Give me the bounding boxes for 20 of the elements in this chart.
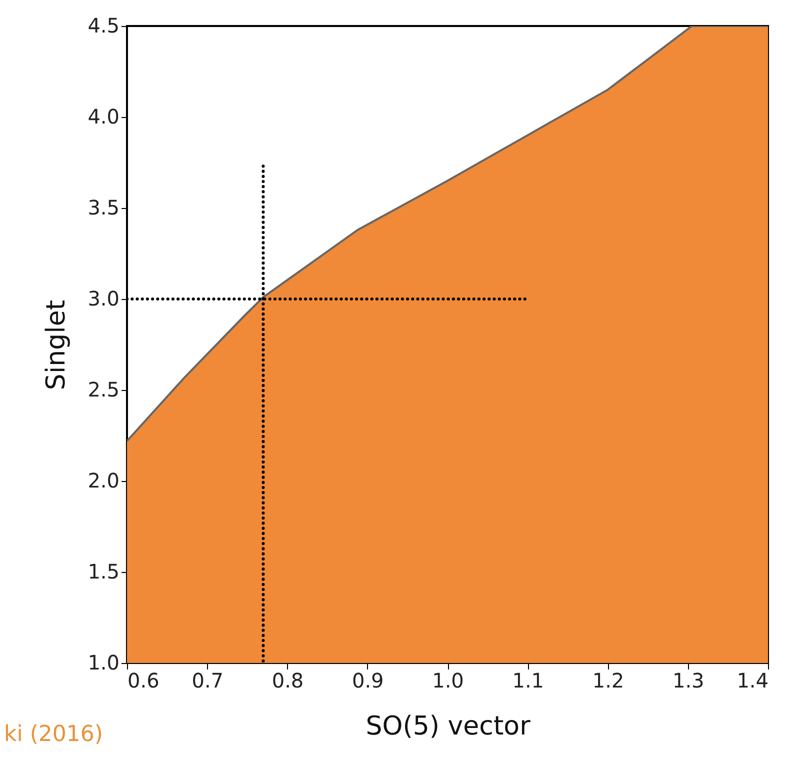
text: ki (2016) xyxy=(4,722,103,747)
y-axis-title: Singlet xyxy=(42,300,72,390)
x-axis-title: SO(5) vector xyxy=(366,712,531,742)
y-tick-label: 1.0 xyxy=(88,650,120,674)
y-tick-label: 2.5 xyxy=(88,378,120,402)
x-tick-label: 1.3 xyxy=(672,668,704,692)
x-tick-label: 0.9 xyxy=(352,668,384,692)
x-tick-label: 0.7 xyxy=(192,668,224,692)
x-tick-label: 0.8 xyxy=(272,668,304,692)
x-tick-label: 1.2 xyxy=(592,668,624,692)
x-tick-label: 1.1 xyxy=(512,668,544,692)
x-tick-label: 0.6 xyxy=(128,668,160,692)
x-tick-label: 1.4 xyxy=(736,668,768,692)
y-tick-label: 4.5 xyxy=(88,14,120,38)
y-tick-label: 2.0 xyxy=(88,468,120,492)
y-tick-label: 1.5 xyxy=(88,560,120,584)
y-tick-label: 3.0 xyxy=(88,286,120,310)
y-tick-label: 3.5 xyxy=(88,196,120,220)
y-tick-label: 4.0 xyxy=(88,104,120,128)
x-tick-label: 1.0 xyxy=(432,668,464,692)
